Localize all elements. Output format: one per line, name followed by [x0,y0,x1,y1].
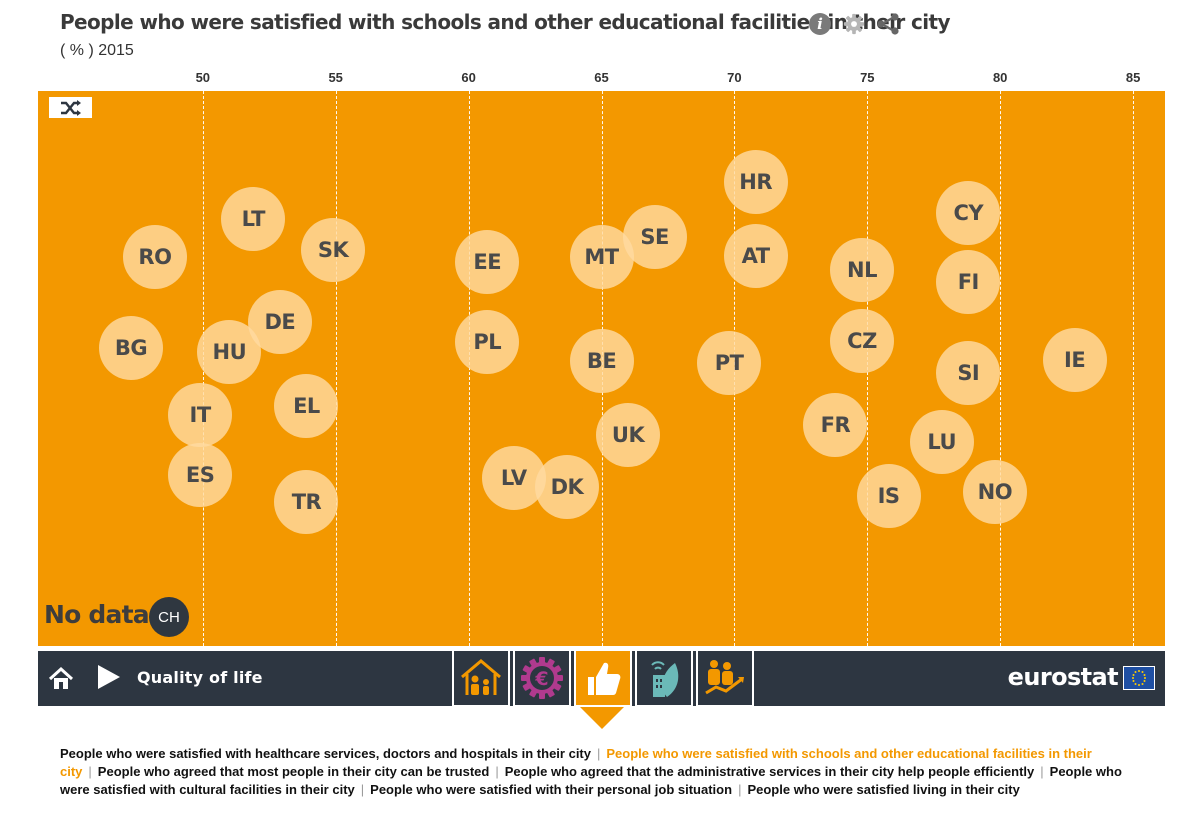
no-data-bubble-ch[interactable]: CH [149,597,189,637]
indicator-link[interactable]: People who were satisfied with their per… [370,782,733,797]
x-tick-label: 55 [328,70,343,85]
chart-subtitle: ( % ) 2015 [60,42,134,59]
people-growth-icon[interactable] [696,649,754,707]
x-tick-label: 70 [727,70,742,85]
euro-gear-icon[interactable]: € [513,649,571,707]
bubble-ee[interactable]: EE [455,230,520,294]
no-data-label: No data [44,600,150,629]
indicator-list: People who were satisfied with healthcar… [60,745,1135,799]
bubble-se[interactable]: SE [622,205,687,269]
bubble-tr[interactable]: TR [274,470,339,534]
bubble-hu[interactable]: HU [197,320,262,384]
bubble-hr[interactable]: HR [723,150,788,214]
bubble-sk[interactable]: SK [301,218,366,282]
bubble-ie[interactable]: IE [1042,328,1107,392]
bubble-dk[interactable]: DK [534,455,599,519]
bubble-cy[interactable]: CY [936,181,1001,245]
plot-area: RO BG LT SK DE HU IT ES EL TR EE PL MT SE BE UK LV DK HR AT… [38,91,1165,646]
indicator-separator: | [597,746,601,761]
indicator-separator: | [1040,764,1044,779]
share-icon[interactable] [876,12,900,36]
play-icon[interactable] [94,663,122,691]
bubble-is[interactable]: IS [856,464,921,528]
bubble-lu[interactable]: LU [909,410,974,474]
navbar-title: Quality of life [137,668,263,687]
bubble-be[interactable]: BE [569,329,634,393]
bottom-navbar: Quality of life € [38,649,1165,707]
bubble-pl[interactable]: PL [455,310,520,374]
x-tick-label: 80 [992,70,1008,85]
indicator-link[interactable]: People who were satisfied with healthcar… [60,746,591,761]
bubble-uk[interactable]: UK [596,403,661,467]
bubble-fi[interactable]: FI [936,250,1001,314]
indicator-separator: | [738,782,742,797]
indicator-link[interactable]: People who were satisfied living in thei… [747,782,1020,797]
bubble-no[interactable]: NO [962,460,1027,524]
indicator-link[interactable]: People who were satisfied with schools a… [60,746,1092,779]
bubble-si[interactable]: SI [936,341,1001,405]
thumbs-up-icon[interactable] [574,649,632,707]
bubble-at[interactable]: AT [723,224,788,288]
indicator-link[interactable]: People who agreed that the administrativ… [504,764,1035,779]
gridline-55 [335,91,337,646]
x-tick-label: 75 [860,70,875,85]
bubble-nl[interactable]: NL [829,238,894,302]
house-family-icon[interactable] [452,649,510,707]
eu-flag-icon [1123,666,1155,690]
shuffle-icon [60,99,81,116]
bubble-cz[interactable]: CZ [829,309,894,373]
bubble-es[interactable]: ES [168,443,233,507]
bubble-ro[interactable]: RO [122,225,187,289]
x-tick-label: 65 [594,70,609,85]
bubble-fr[interactable]: FR [803,393,868,457]
indicator-link[interactable]: People who agreed that most people in th… [97,764,490,779]
shuffle-button[interactable] [49,97,92,118]
bubble-bg[interactable]: BG [99,316,164,380]
gridline-85 [1133,91,1135,646]
indicator-separator: | [495,764,499,779]
indicator-separator: | [360,782,365,797]
gridline-80 [1000,91,1002,646]
svg-text:€: € [534,668,548,690]
building-leaf-icon[interactable] [635,649,693,707]
gear-icon[interactable] [842,12,866,36]
x-tick-label: 85 [1125,70,1141,85]
title-toolbar: i [808,12,900,36]
indicator-link[interactable]: People who were satisfied with cultural … [60,764,1122,797]
eurostat-logo: eurostat [1007,663,1119,691]
x-tick-label: 60 [461,70,476,85]
active-theme-pointer [580,707,624,729]
bubble-pt[interactable]: PT [697,331,762,395]
bubble-mt[interactable]: MT [569,225,634,289]
info-icon[interactable]: i [808,12,832,36]
home-icon[interactable] [48,666,74,692]
indicator-separator: | [88,764,92,779]
x-tick-label: 50 [195,70,211,85]
chart-title: People who were satisfied with schools a… [60,10,951,34]
bubble-it[interactable]: IT [168,383,233,447]
bubble-el[interactable]: EL [274,374,339,438]
bubble-lt[interactable]: LT [221,187,286,251]
